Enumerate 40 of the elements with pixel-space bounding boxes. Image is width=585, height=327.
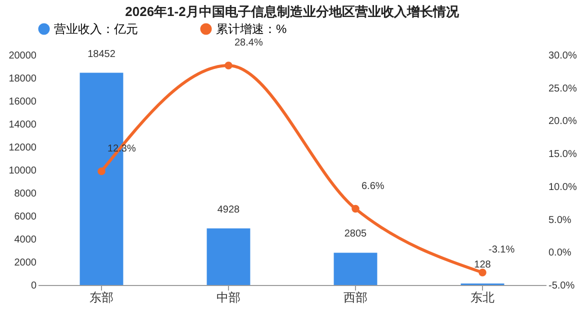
x-tick-label: 西部 (344, 290, 368, 304)
y2-tick-label: 20.0% (548, 116, 577, 128)
x-tick-label: 中部 (216, 290, 240, 304)
point (98, 167, 106, 176)
y2-tick-label: 10.0% (548, 182, 577, 193)
point (224, 62, 232, 70)
y2-tick-label: 25.0% (548, 83, 577, 94)
y2-tick-label: 30.0% (548, 50, 577, 62)
data-label: 4928 (217, 204, 240, 216)
y2-tick-label: 5.0% (548, 214, 572, 226)
y-tick-label: 8000 (14, 188, 37, 200)
y-tick-label: 0 (30, 280, 37, 292)
data-label: 6.6% (362, 180, 384, 192)
bar (334, 252, 378, 285)
y-tick-label: 2000 (14, 258, 37, 268)
legend-label: 营业收入：亿元 (54, 22, 138, 36)
x-tick-label: 东部 (90, 290, 114, 304)
x-tick-label: 东北 (470, 290, 494, 304)
data-label: 18452 (88, 48, 116, 60)
y-tick-label: 18000 (8, 74, 37, 84)
y-tick-label: 14000 (8, 120, 37, 130)
point (352, 204, 360, 213)
y-tick-label: 4000 (14, 234, 37, 246)
y2-tick-label: 15.0% (548, 149, 577, 160)
y-tick-label: 12000 (8, 142, 37, 154)
y2-tick-label: -5.0% (548, 280, 575, 292)
y-tick-label: 16000 (8, 96, 37, 108)
data-label: 2805 (344, 228, 368, 240)
data-label: 128 (474, 260, 492, 271)
y-tick-label: 6000 (14, 212, 37, 222)
y-tick-label: 20000 (8, 50, 37, 62)
data-label: 28.4% (234, 38, 263, 49)
y2-tick-label: 0.0% (548, 248, 572, 259)
bar (206, 228, 250, 285)
chart-title: 2026年1-2月中国电子信息制造业分地区营业收入增长情况 (125, 4, 460, 19)
data-label: -3.1% (488, 244, 515, 256)
data-label: 12.3% (108, 143, 136, 154)
point (478, 268, 486, 276)
y-tick-label: 10000 (8, 166, 37, 176)
legend-label: 累计增速：% (216, 22, 287, 36)
